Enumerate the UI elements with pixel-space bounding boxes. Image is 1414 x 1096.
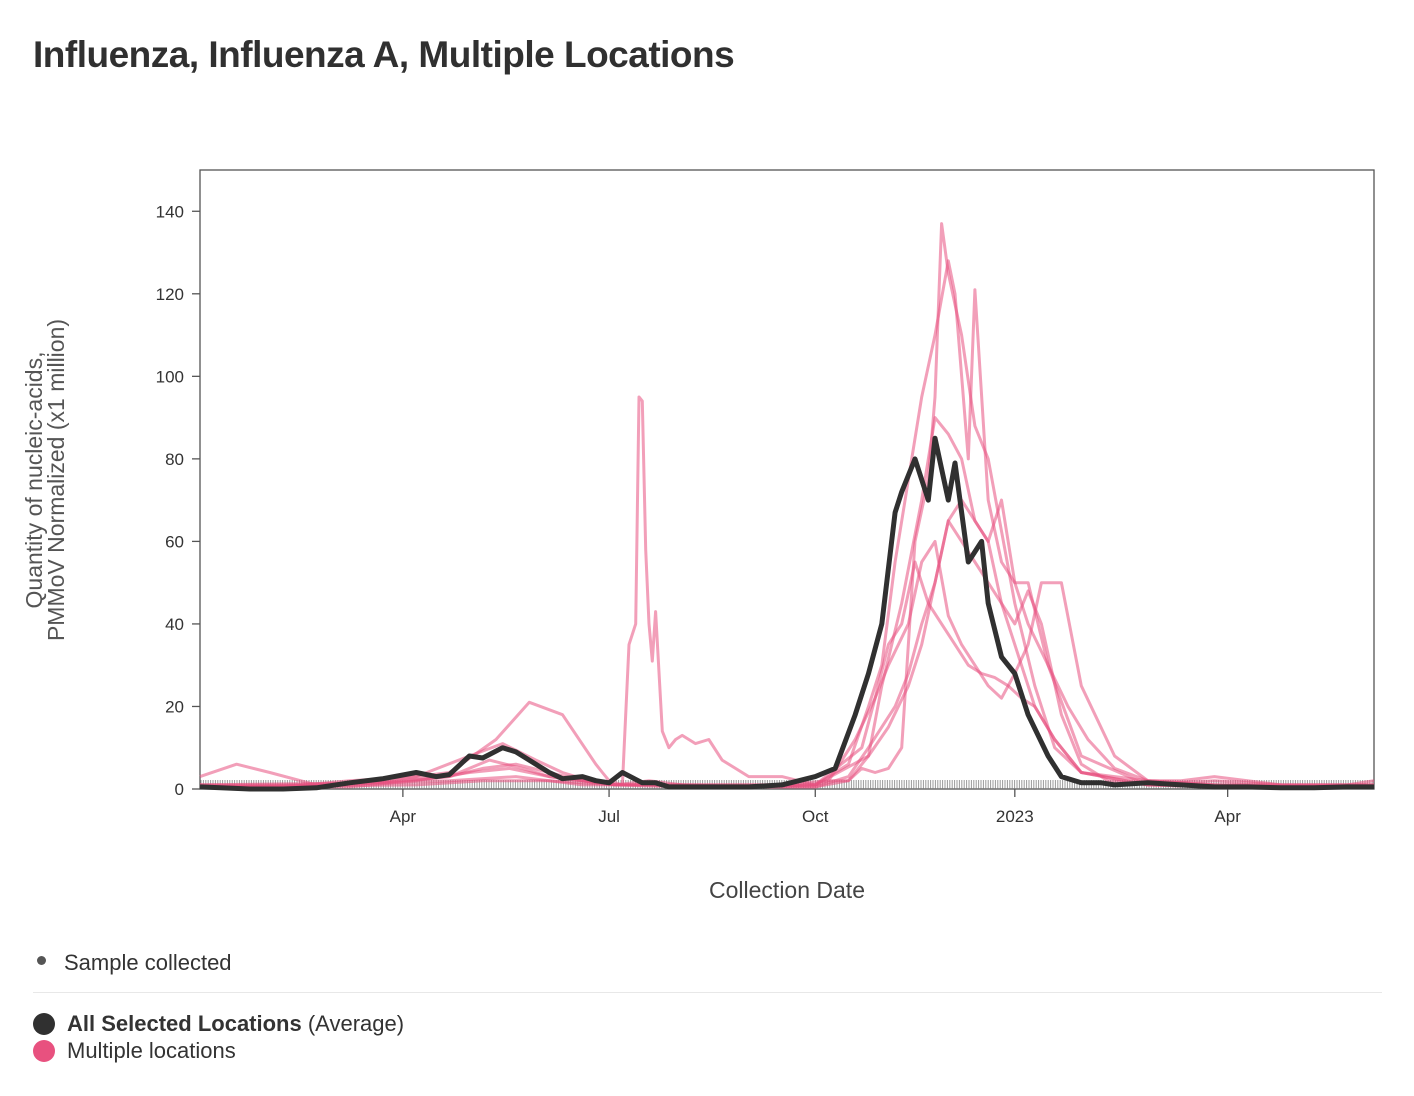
location-line-5 (200, 519, 1374, 789)
legend-item-average[interactable]: All Selected Locations (Average) (33, 1010, 1382, 1037)
series-lines (199, 222, 1375, 792)
location-line-2 (199, 259, 1374, 789)
series-legend: All Selected Locations (Average) Multipl… (33, 1010, 1382, 1064)
location-line-6 (199, 539, 1374, 787)
legend-item-locations[interactable]: Multiple locations (33, 1037, 1382, 1064)
page-title: Influenza, Influenza A, Multiple Locatio… (33, 34, 735, 75)
chart-axes: 0 20 40 60 80 100 120 140 Apr Jul Oct 2023 Apr (156, 169, 1375, 826)
y-tick-label: 120 (156, 285, 184, 304)
y-tick-label: 80 (165, 450, 184, 469)
x-tick-label: Jul (598, 807, 620, 826)
x-tick-label: 2023 (996, 807, 1034, 826)
legend-divider (33, 992, 1382, 993)
y-tick-label: 140 (156, 202, 184, 221)
y-axis-label-line2: PMMoV Normalized (x1 million) (43, 319, 69, 641)
legend-locations-label: Multiple locations (67, 1037, 236, 1063)
location-line-1 (199, 222, 1375, 787)
y-tick-label: 60 (165, 532, 184, 551)
location-line-3 (200, 416, 1375, 789)
x-axis-label: Collection Date (709, 877, 865, 903)
line-chart: 0 20 40 60 80 100 120 140 Apr Jul Oct 2023 Apr Colle… (21, 169, 1375, 903)
x-tick-label: Apr (1214, 807, 1241, 826)
sample-legend: Sample collected (33, 950, 1382, 976)
average-circle-icon (33, 1012, 55, 1035)
y-axis-label-line1: Quantity of nucleic-acids, (21, 352, 47, 609)
average-line (199, 435, 1374, 792)
sample-legend-label: Sample collected (64, 950, 232, 975)
sample-dot-icon (37, 955, 46, 965)
legend-average-suffix: (Average) (307, 1010, 405, 1036)
legend-average-label: All Selected Locations (67, 1010, 302, 1036)
location-line-7 (199, 498, 1375, 789)
location-line-4 (199, 560, 1374, 789)
plot-frame (199, 169, 1375, 790)
y-tick-label: 20 (165, 697, 184, 716)
locations-circle-icon (33, 1039, 55, 1062)
x-tick-label: Apr (390, 807, 417, 826)
y-tick-label: 0 (175, 780, 184, 799)
y-tick-label: 100 (156, 367, 184, 386)
x-tick-label: Oct (802, 807, 829, 826)
y-tick-label: 40 (165, 615, 184, 634)
